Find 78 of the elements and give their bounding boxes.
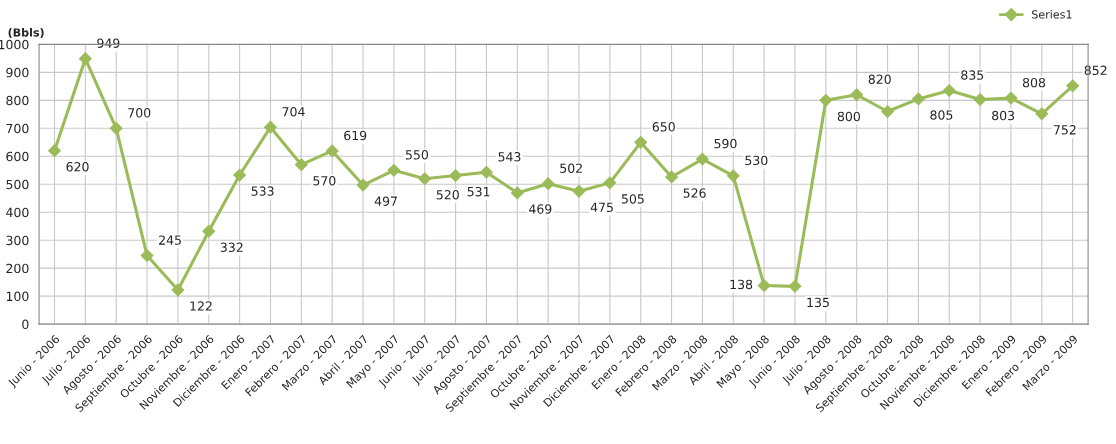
data-label: 531	[467, 186, 490, 197]
data-label: 704	[282, 106, 305, 117]
data-label: 502	[560, 163, 582, 173]
point	[1004, 91, 1018, 105]
point	[665, 170, 678, 184]
data-label: 650	[652, 122, 675, 132]
data-label: 469	[529, 204, 552, 214]
data-label: 550	[405, 150, 429, 160]
data-label: 533	[251, 186, 274, 196]
point	[819, 93, 833, 107]
point	[973, 93, 987, 106]
point	[1035, 107, 1049, 121]
legend-label: Series1	[1032, 10, 1072, 19]
data-label: 543	[498, 152, 521, 162]
data-label: 570	[313, 176, 336, 186]
data-label: 530	[745, 155, 768, 166]
point	[48, 144, 61, 158]
point	[202, 224, 216, 238]
point	[233, 168, 247, 182]
y-tick-label: 800	[6, 95, 29, 106]
point	[140, 249, 154, 262]
data-label: 475	[590, 202, 613, 213]
data-label: 122	[190, 301, 212, 311]
data-label: 505	[621, 194, 644, 204]
point	[480, 165, 493, 179]
data-label: 526	[683, 188, 706, 198]
point	[881, 105, 894, 118]
y-tick-label: 400	[6, 207, 29, 218]
point	[171, 283, 185, 297]
data-label: 803	[992, 110, 1015, 121]
y-tick-label: 300	[6, 235, 29, 246]
point	[726, 169, 740, 183]
data-label: 619	[344, 130, 367, 141]
y-tick-label: 100	[6, 291, 29, 302]
point	[572, 184, 586, 198]
y-tick-label: 200	[6, 263, 29, 274]
data-label: 332	[220, 242, 243, 253]
point	[294, 158, 308, 172]
data-label: 590	[714, 138, 737, 149]
data-label: 800	[837, 111, 860, 122]
point	[449, 169, 462, 182]
point	[387, 163, 401, 177]
data-label: 700	[128, 108, 151, 118]
point	[850, 88, 864, 102]
point	[1066, 79, 1080, 93]
data-label: 835	[961, 70, 984, 80]
data-label: 852	[1084, 65, 1107, 76]
point	[109, 121, 123, 135]
data-label: 820	[868, 74, 891, 84]
y-tick-label: 600	[6, 151, 29, 162]
point	[78, 52, 92, 66]
y-tick-label: 500	[6, 179, 29, 190]
point	[788, 279, 802, 293]
data-label: 135	[807, 297, 829, 308]
point	[757, 279, 771, 292]
data-label: 520	[436, 190, 459, 200]
y-tick-label: 700	[6, 123, 29, 134]
point	[541, 177, 555, 191]
y-tick-label: 900	[6, 67, 29, 78]
point	[264, 120, 277, 134]
data-label: 808	[1022, 77, 1046, 88]
data-label: 138	[730, 279, 753, 290]
point	[356, 178, 370, 192]
data-label: 620	[66, 162, 89, 172]
y-tick-label: 0	[22, 319, 29, 330]
point	[325, 144, 339, 158]
point	[696, 152, 709, 166]
point	[942, 84, 956, 97]
data-label: 805	[930, 110, 953, 120]
point	[418, 172, 432, 186]
data-label: 245	[159, 235, 181, 245]
point	[634, 135, 648, 149]
point	[603, 176, 617, 190]
data-label: 752	[1053, 125, 1076, 135]
y-axis-title: (Bbls)	[8, 28, 44, 38]
point	[911, 92, 925, 106]
data-label: 497	[374, 196, 397, 206]
point	[510, 186, 524, 200]
